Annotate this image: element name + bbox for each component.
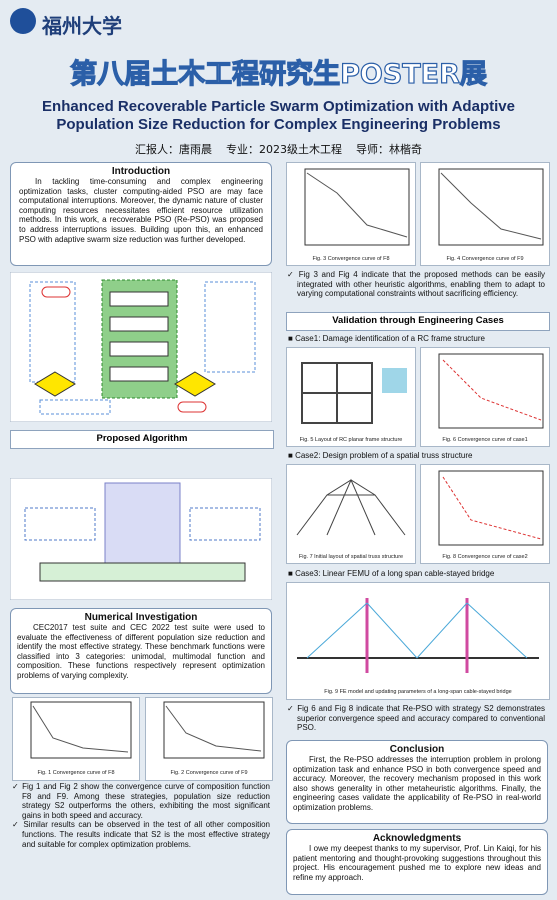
cables: [306, 602, 528, 659]
step: [109, 366, 169, 382]
text: Case2: Design problem of a spatial truss…: [295, 451, 473, 460]
bullets: ✓ Fig 1 and Fig 2 show the convergence c…: [12, 782, 270, 849]
end: [177, 401, 207, 413]
block: [24, 507, 96, 541]
curve: [442, 476, 542, 540]
caption: Fig. 6 Convergence curve of case1: [442, 437, 528, 443]
start: [41, 286, 71, 298]
caption: Fig. 8 Convergence curve of case2: [442, 554, 528, 560]
decision: [34, 371, 76, 397]
text: I owe my deepest thanks to my supervisor…: [293, 844, 541, 882]
flowchart: [10, 272, 272, 422]
presenter: 汇报人：唐雨晨: [135, 143, 212, 156]
plot: [438, 353, 544, 429]
caption: Fig. 4 Convergence curve of F9: [446, 256, 524, 262]
acknowledgments: Acknowledgments I owe my deepest thanks …: [286, 829, 548, 895]
caption: Fig. 2 Convergence curve of F9: [170, 770, 248, 776]
axes: [304, 168, 410, 246]
numerical: Numerical Investigation CEC2017 test sui…: [10, 608, 272, 694]
case-heading: ■ Case3: Linear FEMU of a long span cabl…: [288, 569, 495, 578]
curve: [32, 705, 129, 753]
caption: Fig. 1 Convergence curve of F8: [37, 770, 115, 776]
curve: [440, 172, 542, 240]
major: 专业：2023级土木工程: [226, 143, 342, 156]
heading: Introduction: [111, 166, 171, 177]
caption: Fig. 7 Initial layout of spatial truss s…: [298, 554, 404, 560]
case-heading: ■ Case2: Design problem of a spatial tru…: [288, 451, 473, 460]
step: [39, 399, 111, 415]
figure: Fig. 1 Convergence curve of F8: [12, 697, 140, 781]
plot: [296, 478, 406, 536]
axes: [438, 353, 544, 429]
curve: [442, 359, 542, 421]
step: [109, 316, 169, 332]
axes: [438, 168, 544, 246]
figure: Fig. 5 Layout of RC planar frame structu…: [286, 347, 416, 447]
plot: [163, 701, 265, 759]
curve: [306, 172, 408, 238]
plot: [438, 470, 544, 546]
axes: [438, 470, 544, 546]
text: Fig 1 and Fig 2 show the convergence cur…: [22, 782, 271, 820]
bullet: ✓ Fig 3 and Fig 4 indicate that the prop…: [287, 270, 545, 299]
decision: [174, 371, 216, 397]
banner: 第八届土木工程研究生POSTER展: [69, 58, 487, 90]
title: Enhanced Recoverable Particle Swarm Opti…: [42, 98, 515, 133]
section-heading: Validation through Engineering Cases: [286, 312, 550, 331]
presenter-line: 汇报人：唐雨晨 专业：2023级土木工程 导师：林楷奇: [0, 141, 557, 157]
caption: Fig. 9 FE model and updating parameters …: [324, 689, 512, 695]
step: [109, 291, 169, 307]
case-heading: ■ Case1: Damage identification of a RC f…: [288, 334, 485, 343]
conclusion: Conclusion First, the Re-PSO addresses t…: [286, 740, 548, 824]
plot: [30, 701, 132, 759]
text: Fig 6 and Fig 8 indicate that Re-PSO wit…: [297, 704, 545, 733]
plot: [301, 362, 407, 424]
figure: Fig. 9 FE model and updating parameters …: [286, 582, 550, 700]
heading: Acknowledgments: [372, 833, 462, 844]
caption: Fig. 3 Convergence curve of F8: [312, 256, 390, 262]
logo: [10, 8, 36, 34]
truss: [296, 478, 406, 536]
university: 福州大学: [42, 14, 122, 38]
figure: Fig. 8 Convergence curve of case2: [420, 464, 550, 564]
introduction: Introduction In tackling time-consuming …: [10, 162, 272, 266]
heading: Numerical Investigation: [84, 612, 198, 623]
text: In tackling time-consuming and complex e…: [19, 177, 263, 244]
section-heading: Proposed Algorithm: [10, 430, 274, 449]
bullet: ✓ Similar results can be observed in the…: [12, 820, 270, 849]
plot: [297, 598, 539, 673]
plot: [304, 168, 410, 246]
text: Case3: Linear FEMU of a long span cable-…: [295, 569, 495, 578]
heading: Conclusion: [389, 744, 445, 755]
advisor: 导师：林楷奇: [356, 143, 422, 156]
step: [109, 341, 169, 357]
text: Similar results can be observed in the t…: [22, 820, 270, 849]
plot: [438, 168, 544, 246]
curve: [165, 705, 262, 752]
block: [189, 507, 261, 541]
caption: Fig. 5 Layout of RC planar frame structu…: [299, 437, 403, 443]
section: [382, 368, 407, 393]
axes: [163, 701, 265, 759]
figure: Fig. 6 Convergence curve of case1: [420, 347, 550, 447]
figure: Fig. 2 Convergence curve of F9: [145, 697, 273, 781]
figure: Fig. 7 Initial layout of spatial truss s…: [286, 464, 416, 564]
text: CEC2017 test suite and CEC 2022 test sui…: [17, 623, 265, 680]
figure: Fig. 3 Convergence curve of F8: [286, 162, 416, 266]
axes: [30, 701, 132, 759]
block: [39, 562, 246, 582]
text: First, the Re-PSO addresses the interrup…: [293, 755, 541, 812]
bullet: ✓ Fig 6 and Fig 8 indicate that Re-PSO w…: [287, 704, 545, 733]
algorithm-diagram: [10, 478, 272, 600]
bullet: ✓ Fig 1 and Fig 2 show the convergence c…: [12, 782, 271, 820]
text: Fig 3 and Fig 4 indicate that the propos…: [297, 270, 545, 299]
text: Case1: Damage identification of a RC fra…: [295, 334, 485, 343]
block: [104, 482, 181, 574]
figure: Fig. 4 Convergence curve of F9: [420, 162, 550, 266]
block: [204, 281, 256, 373]
